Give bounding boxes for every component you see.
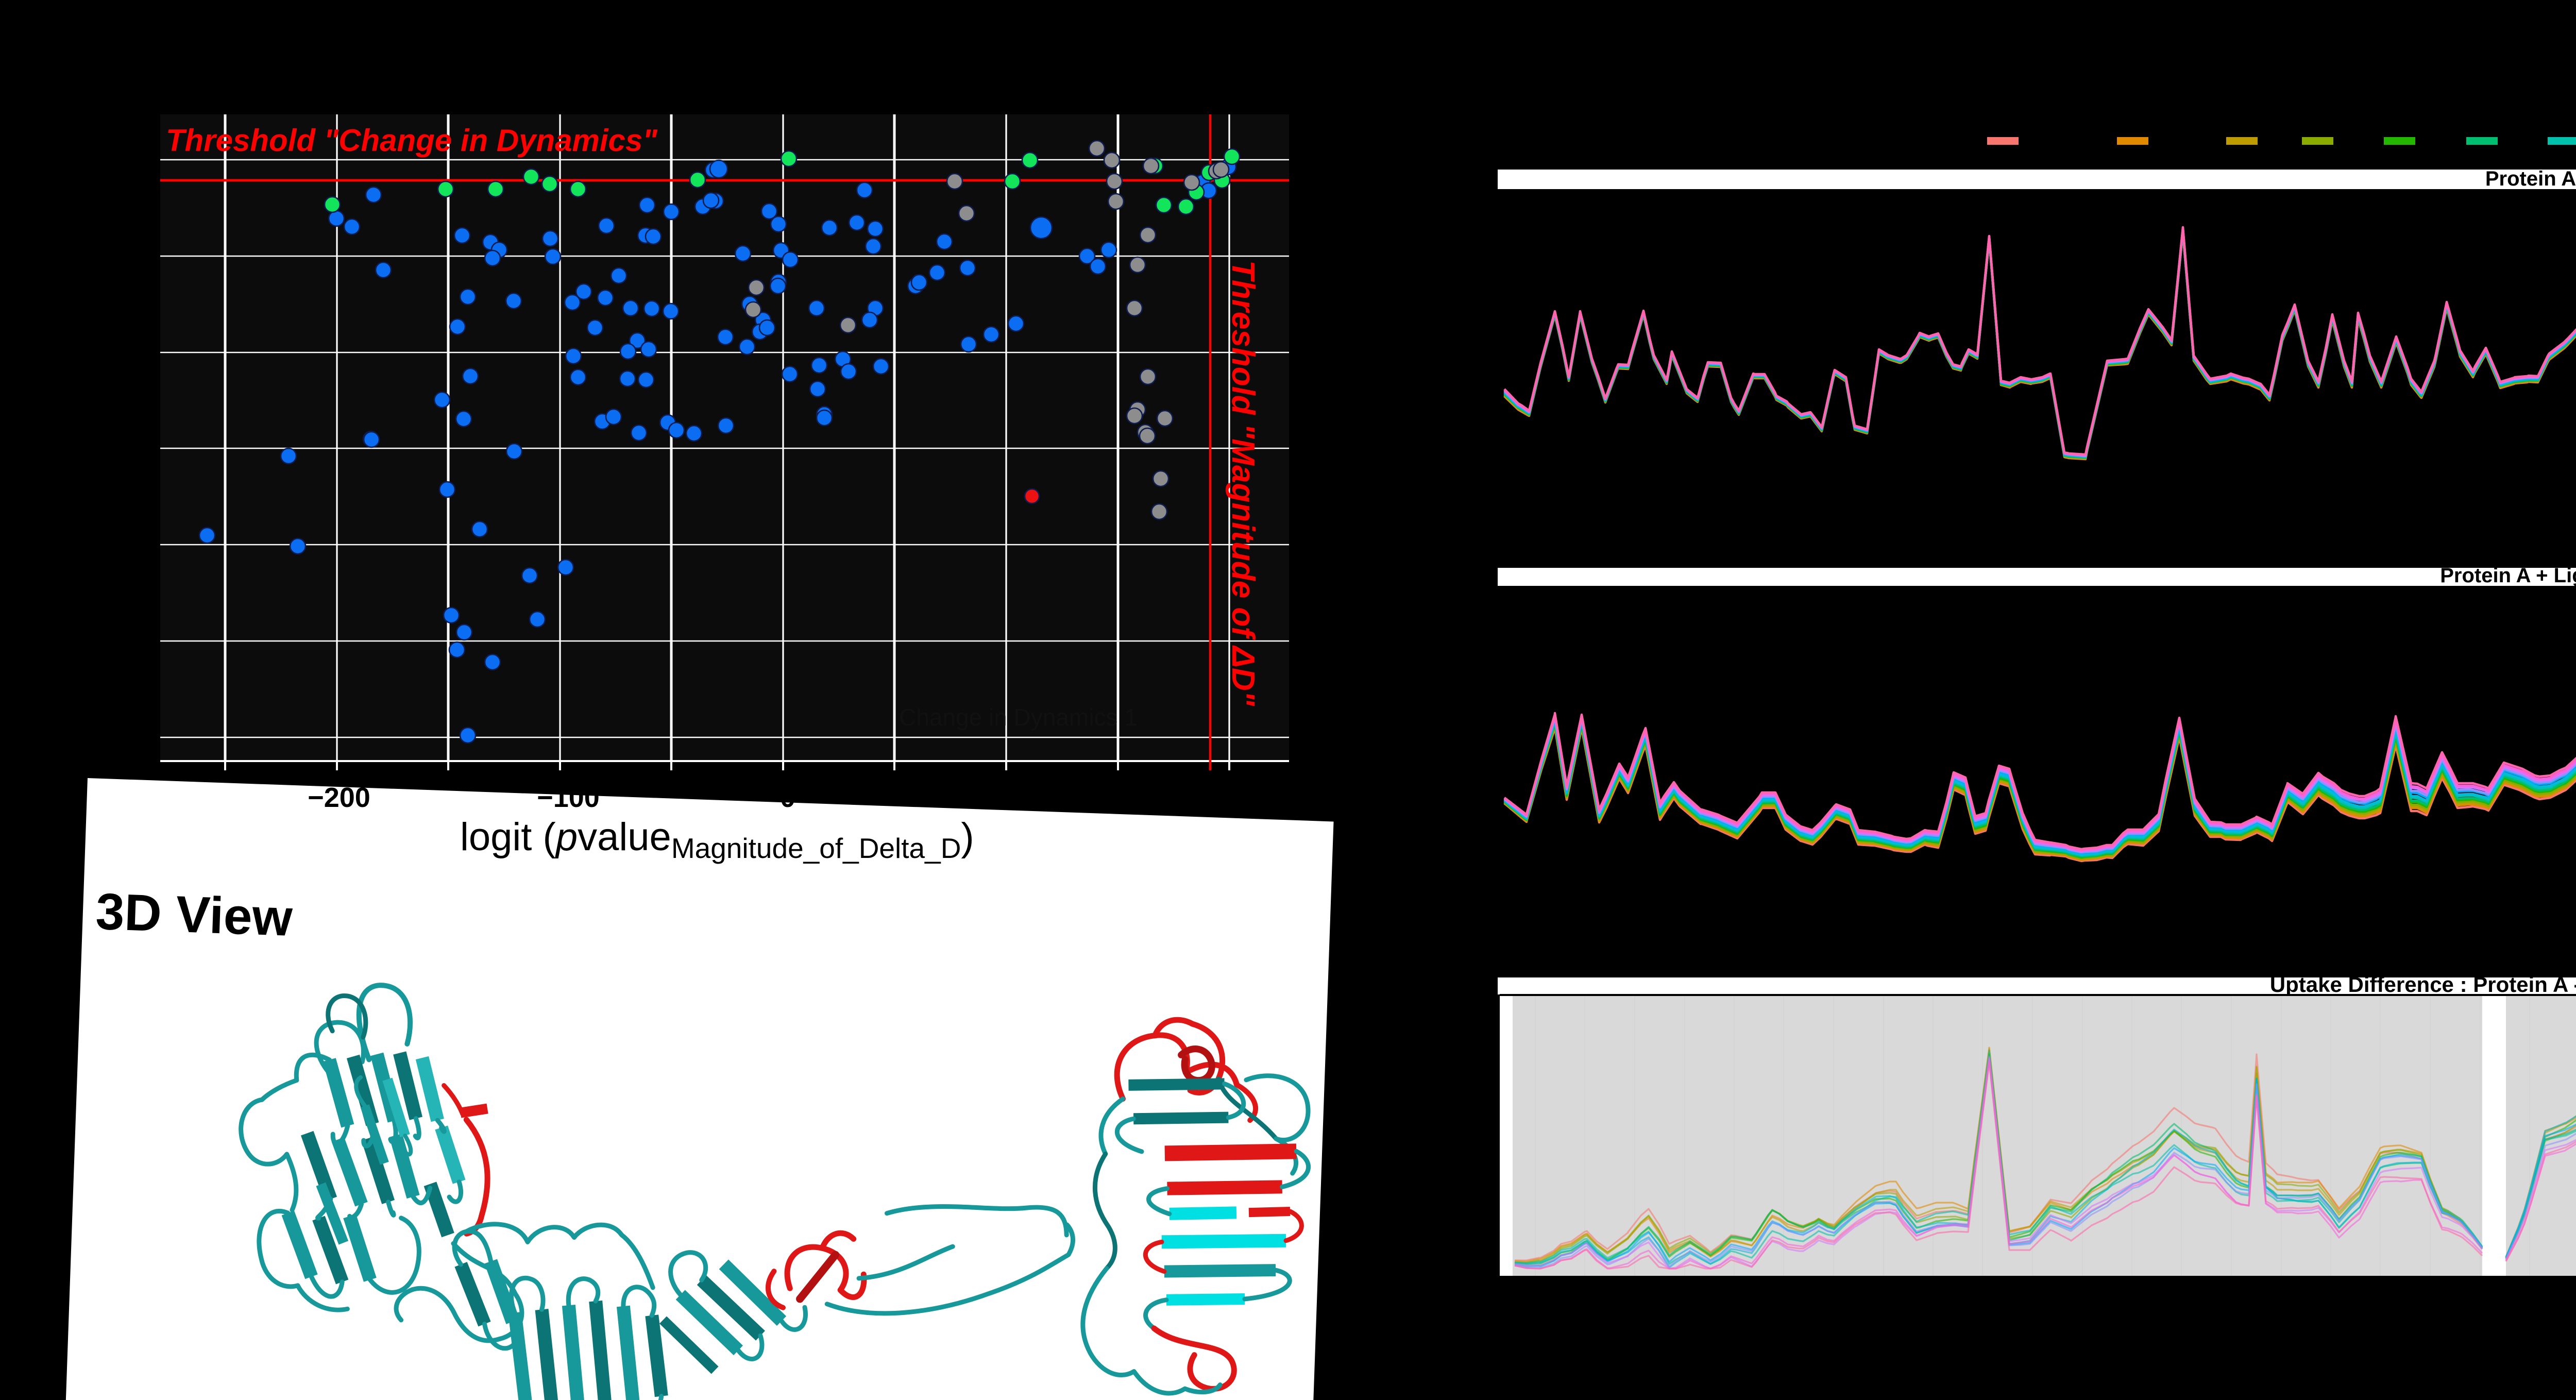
svg-text:Change in Dynamics 1: Change in Dynamics 1 [899,704,1138,731]
svg-text:Threshold "Change in Dynamics": Threshold "Change in Dynamics" [166,123,658,158]
svg-text:0: 0 [780,782,795,813]
svg-text:100: 100 [985,782,1031,813]
svg-text:Protein A + Ligand: Protein A + Ligand [2440,564,2576,587]
svg-text:Uptake Difference : Protein A: Uptake Difference : Protein A - (Protein… [2270,972,2576,997]
svg-text:Threshold "Magnitude of ΔD": Threshold "Magnitude of ΔD" [1225,260,1261,707]
svg-text:−200: −200 [308,782,370,813]
svg-text:3D View: 3D View [95,883,294,947]
svg-text:−100: −100 [537,782,600,813]
svg-text:Protein A: Protein A [2485,167,2576,190]
